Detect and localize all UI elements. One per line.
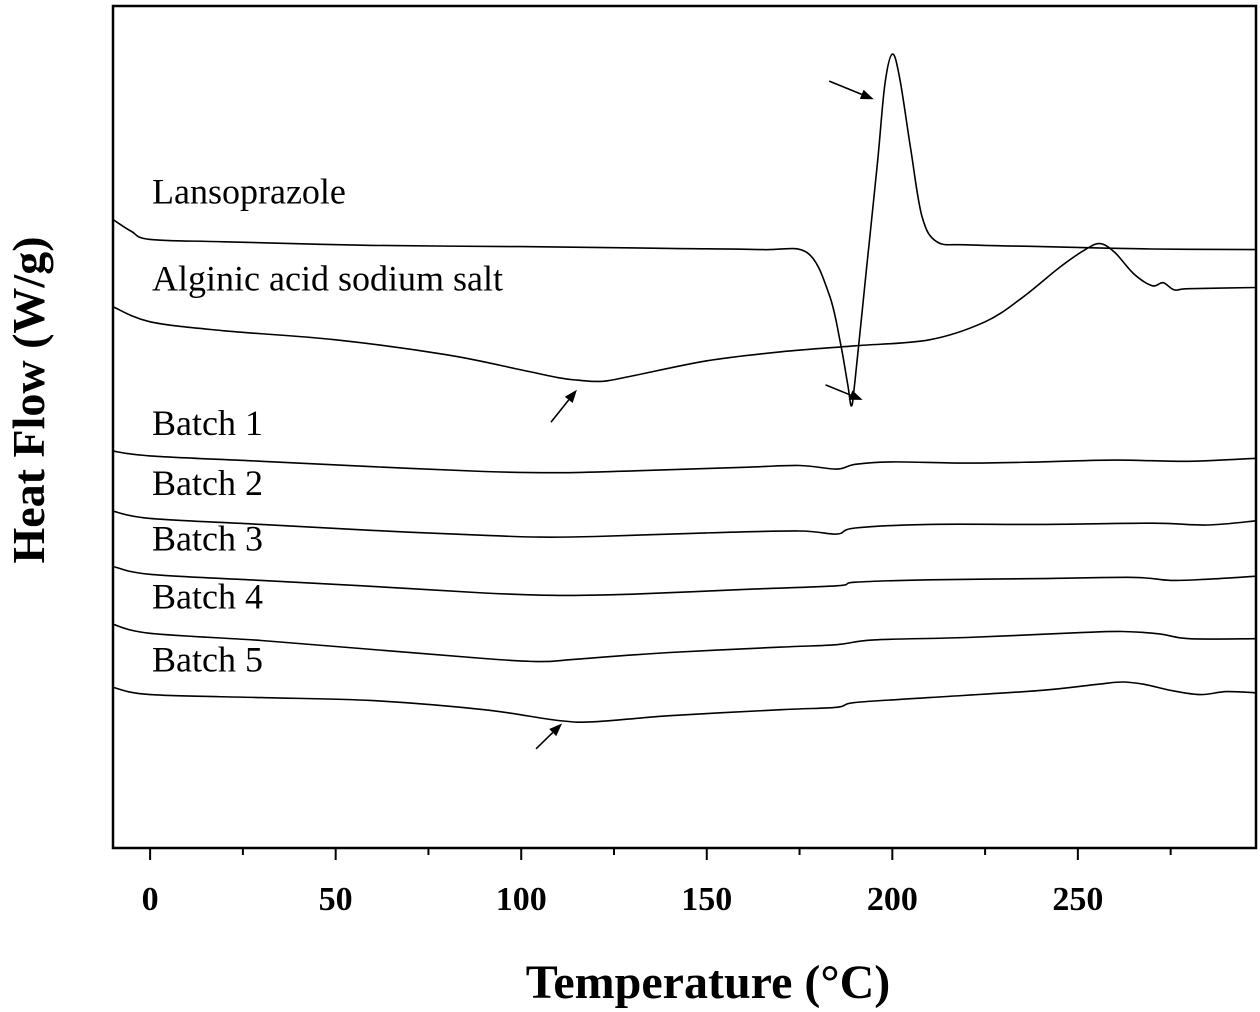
series-line: [112, 510, 1257, 538]
series-line: [112, 681, 1257, 723]
series-line: [112, 53, 1257, 407]
series-label: Batch 4: [152, 576, 263, 616]
x-tick-label: 0: [142, 881, 159, 918]
x-tick-label: 150: [681, 881, 732, 918]
annotation-arrow: [825, 384, 863, 400]
annotation-arrow: [828, 80, 874, 100]
x-tick-label: 250: [1052, 881, 1103, 918]
plot-frame: [111, 4, 1258, 850]
x-tick-label: 100: [496, 881, 547, 918]
series-line: [112, 565, 1257, 597]
y-axis-title: Heat Flow (W/g): [3, 236, 54, 563]
series-line: [112, 450, 1257, 474]
series-label: Lansoprazole: [152, 172, 346, 212]
series-line: [112, 242, 1257, 383]
series-label: Batch 3: [152, 519, 263, 559]
series-label: Batch 5: [152, 639, 263, 679]
x-axis-title: Temperature (°C): [526, 956, 890, 1009]
series-label: Batch 1: [152, 403, 263, 443]
x-tick-label: 50: [319, 881, 353, 918]
x-axis-ticks: 0 50 100 150 200 250: [142, 848, 1172, 918]
annotation-arrows: [535, 80, 874, 750]
annotation-arrow: [535, 723, 563, 750]
annotation-arrow: [550, 389, 577, 423]
series-line: [112, 623, 1257, 663]
series-traces: Lansoprazole Alginic acid sodium salt Batc…: [112, 53, 1257, 723]
series-label: Alginic acid sodium salt: [152, 259, 503, 299]
x-tick-label: 200: [867, 881, 918, 918]
series-label: Batch 2: [152, 463, 263, 503]
